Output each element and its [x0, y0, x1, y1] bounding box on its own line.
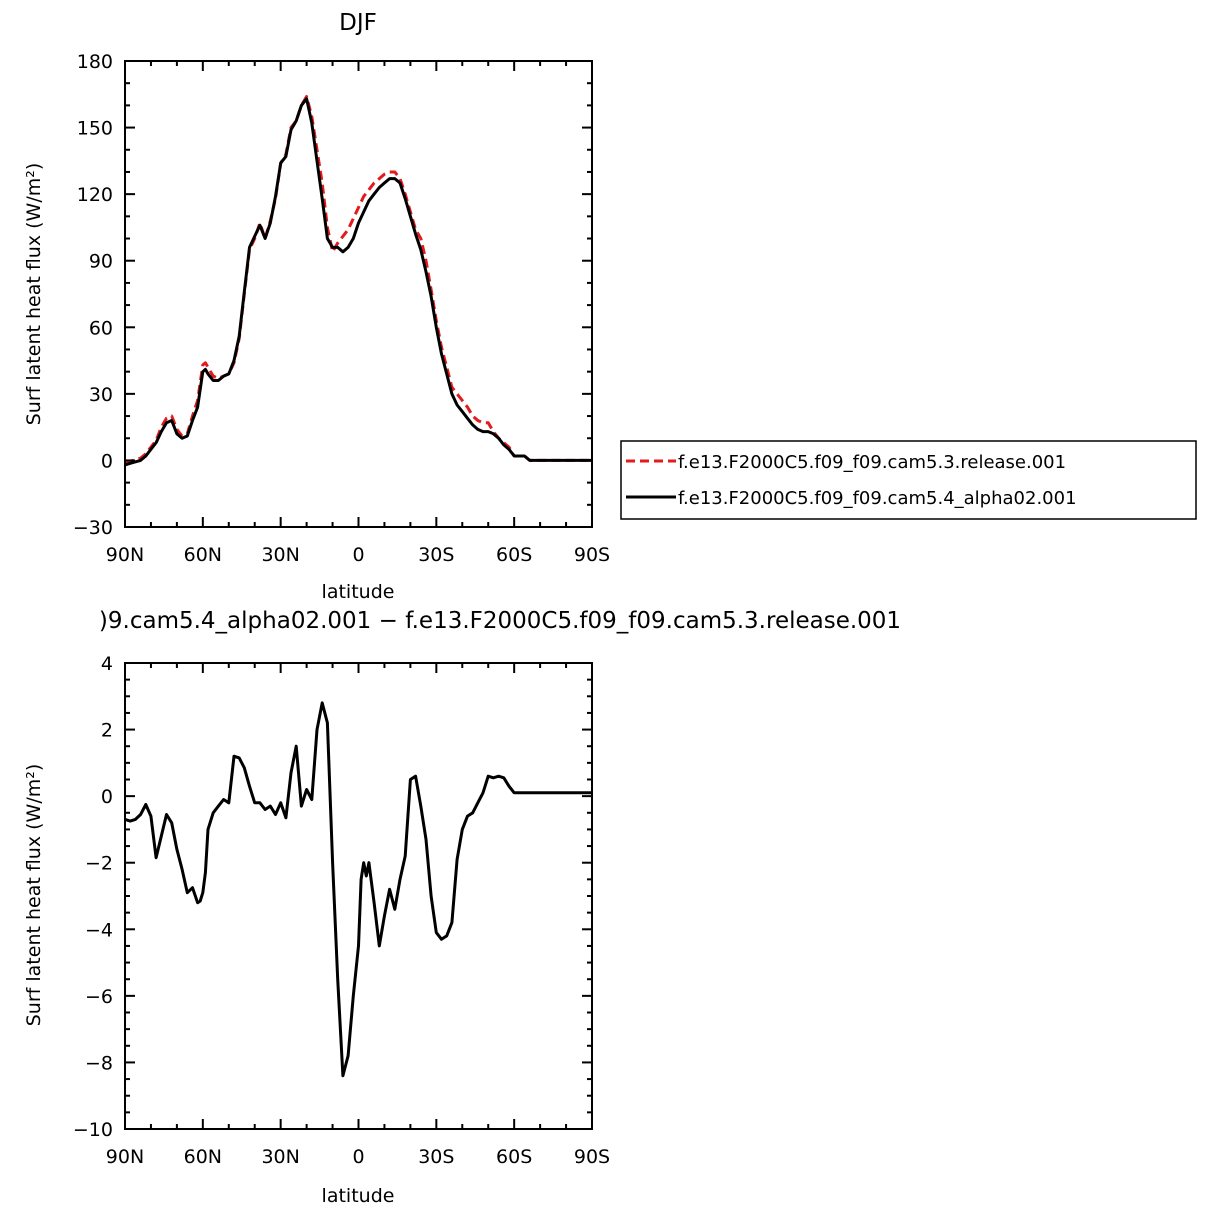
- panel-bottom-y-axis-title: Surf latent heat flux (W/m²): [23, 764, 45, 1027]
- panel-top-y-axis-title: Surf latent heat flux (W/m²): [23, 163, 45, 426]
- panel-top: DJF 90N 60N 30N 0 30S 60S 90S −30 0 30 60 90 120 150 1…: [23, 10, 1197, 603]
- x-tick-label: 0: [352, 544, 364, 566]
- x-tick-label: 30S: [418, 544, 454, 566]
- y-tick-label: 180: [77, 51, 113, 73]
- y-tick-label: 30: [89, 384, 113, 406]
- y-tick-label: 2: [101, 720, 113, 742]
- y-tick-label: −4: [85, 919, 113, 941]
- panel-bottom-title: )9.cam5.4_alpha02.001 − f.e13.F2000C5.f0…: [99, 608, 901, 634]
- panel-bottom-plot-area: 90N 60N 30N 0 30S 60S 90S −10 −8 −6 −4 −2 0 2 4: [73, 653, 610, 1168]
- x-tick-label: 30N: [261, 544, 299, 566]
- y-tick-label: 150: [77, 118, 113, 140]
- legend-label-series-2: f.e13.F2000C5.f09_f09.cam5.4_alpha02.001: [678, 488, 1077, 509]
- panel-bottom-x-axis-title: latitude: [322, 1185, 395, 1207]
- y-tick-label: −2: [85, 853, 113, 875]
- x-tick-label: 90S: [574, 544, 610, 566]
- x-tick-label: 90N: [106, 544, 144, 566]
- x-tick-label: 60N: [184, 1146, 222, 1168]
- y-tick-label: −10: [73, 1119, 113, 1141]
- panel-bottom: )9.cam5.4_alpha02.001 − f.e13.F2000C5.f0…: [23, 608, 901, 1207]
- panel-top-plot-area: 90N 60N 30N 0 30S 60S 90S −30 0 30 60 90 120 150 180: [73, 51, 610, 566]
- y-tick-label: −8: [85, 1052, 113, 1074]
- y-tick-label: 0: [101, 450, 113, 472]
- x-tick-label: 60S: [496, 544, 532, 566]
- y-tick-label: 120: [77, 184, 113, 206]
- y-tick-label: −30: [73, 517, 113, 539]
- series-line-1: [125, 701, 592, 1078]
- legend-label-series-1: f.e13.F2000C5.f09_f09.cam5.3.release.001: [678, 452, 1066, 473]
- y-tick-label: −6: [85, 986, 113, 1008]
- x-tick-label: 90S: [574, 1146, 610, 1168]
- y-tick-label: 60: [89, 317, 113, 339]
- y-tick-label: 0: [101, 786, 113, 808]
- x-tick-label: 90N: [106, 1146, 144, 1168]
- legend: f.e13.F2000C5.f09_f09.cam5.3.release.001…: [620, 440, 1197, 520]
- series-line-1: [125, 95, 592, 465]
- x-tick-label: 60S: [496, 1146, 532, 1168]
- panel-top-title: DJF: [339, 10, 377, 36]
- series-line-2: [125, 97, 592, 467]
- x-tick-label: 30S: [418, 1146, 454, 1168]
- legend-box: [620, 440, 1197, 520]
- y-tick-label: 90: [89, 251, 113, 273]
- y-tick-label: 4: [101, 653, 113, 675]
- x-tick-label: 30N: [261, 1146, 299, 1168]
- x-tick-label: 0: [352, 1146, 364, 1168]
- panel-top-x-axis-title: latitude: [322, 581, 395, 603]
- x-tick-label: 60N: [184, 544, 222, 566]
